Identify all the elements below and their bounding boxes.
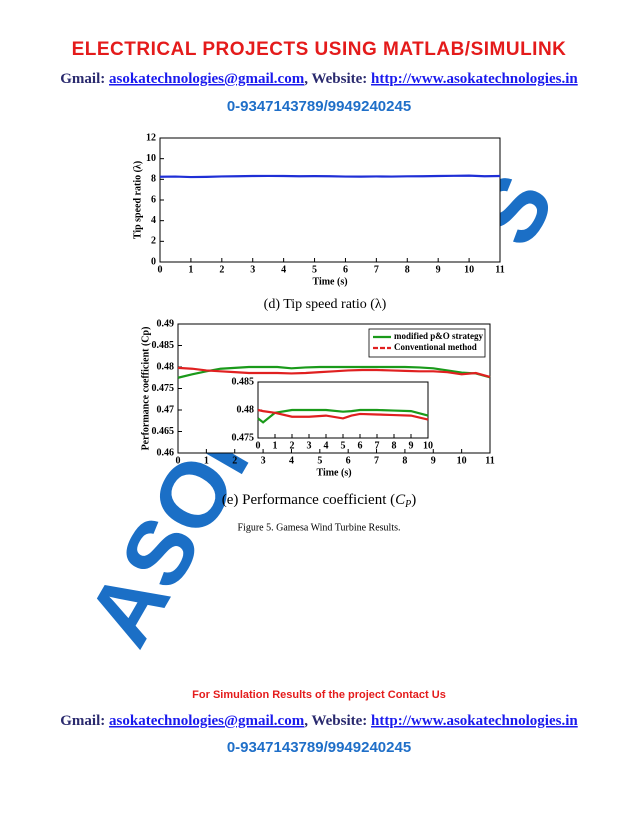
x-tick-label: 0 [256,440,261,451]
series-line [177,366,491,378]
x-tick-label: 7 [374,264,379,275]
x-tick-label: 5 [341,440,346,451]
y-tick-label: 0.47 [157,404,175,415]
footer-phone: 0-9347143789/9949240245 [227,739,411,756]
website-label: , Website: [304,713,371,729]
x-tick-label: 6 [343,264,348,275]
header-title: ELECTRICAL PROJECTS USING MATLAB/SIMULIN… [72,39,567,60]
x-tick-label: 4 [324,440,329,451]
y-tick-label: 8 [151,174,156,185]
y-tick-label: 0.48 [237,404,255,415]
x-tick-label: 8 [402,455,407,466]
x-tick-label: 10 [457,455,467,466]
x-axis-label: Time (s) [316,467,351,478]
x-tick-label: 1 [204,455,209,466]
website-link[interactable]: http://www.asokatechnologies.in [371,71,578,87]
y-tick-label: 10 [146,153,156,164]
x-tick-label: 0 [158,264,163,275]
y-tick-label: 0.465 [152,426,175,437]
x-tick-label: 0 [176,455,181,466]
footer-contact: Gmail: asokatechnologies@gmail.com, Webs… [60,713,578,729]
x-tick-label: 1 [273,440,278,451]
x-tick-label: 7 [375,440,380,451]
series-line [159,174,501,179]
x-tick-label: 9 [409,440,414,451]
header-phone: 0-9347143789/9949240245 [227,98,411,115]
x-tick-label: 8 [392,440,397,451]
x-tick-label: 2 [232,455,237,466]
y-tick-label: 6 [151,194,156,205]
x-tick-label: 10 [464,264,474,275]
x-tick-label: 3 [261,455,266,466]
caption-d: (d) Tip speed ratio (λ) [264,297,387,312]
y-tick-label: 0.485 [152,340,175,351]
x-tick-label: 6 [358,440,363,451]
x-tick-label: 9 [436,264,441,275]
email-link[interactable]: asokatechnologies@gmail.com [109,71,305,87]
x-tick-label: 11 [495,264,504,275]
legend-label: Conventional method [394,342,477,352]
series-line [177,365,491,379]
website-label: , Website: [304,71,371,87]
x-tick-label: 11 [485,455,494,466]
caption-e-subscript: P [404,499,411,510]
y-tick-label: 0.49 [157,318,175,329]
y-tick-label: 0.46 [157,447,175,458]
plot-area [159,137,501,263]
x-tick-label: 2 [219,264,224,275]
x-tick-label: 8 [405,264,410,275]
caption-e-text: (e) Performance coefficient ( [222,492,395,508]
x-tick-label: 3 [307,440,312,451]
x-axis-label: Time (s) [312,276,347,287]
x-tick-label: 4 [289,455,294,466]
x-tick-label: 3 [250,264,255,275]
figure-caption: Figure 5. Gamesa Wind Turbine Results. [237,522,400,533]
y-tick-label: 4 [151,215,156,226]
x-tick-label: 5 [317,455,322,466]
header-contact: Gmail: asokatechnologies@gmail.com, Webs… [60,71,578,87]
x-tick-label: 7 [374,455,379,466]
y-axis-label: Tip speed ratio (λ) [132,161,143,239]
legend-box [368,328,486,358]
x-tick-label: 6 [346,455,351,466]
caption-e-close: ) [411,492,416,508]
x-tick-label: 2 [290,440,295,451]
legend-label: modified p&O strategy [394,331,483,341]
footer-note: For Simulation Results of the project Co… [192,689,446,701]
x-tick-label: 5 [312,264,317,275]
y-tick-label: 0.475 [152,383,175,394]
y-tick-label: 0 [151,256,156,267]
x-tick-label: 10 [423,440,433,451]
website-link[interactable]: http://www.asokatechnologies.in [371,713,578,729]
y-tick-label: 12 [146,132,156,143]
series-line [257,408,429,421]
caption-e: (e) Performance coefficient (CP) [222,492,417,510]
gmail-label: Gmail: [60,713,109,729]
gmail-label: Gmail: [60,71,109,87]
x-tick-label: 1 [188,264,193,275]
x-tick-label: 4 [281,264,286,275]
x-tick-label: 9 [431,455,436,466]
y-tick-label: 0.485 [232,376,255,387]
y-tick-label: 0.475 [232,432,255,443]
caption-e-symbol: C [395,492,406,508]
y-tick-label: 2 [151,236,156,247]
y-tick-label: 0.48 [157,361,175,372]
y-axis-label: Performance coefficient (Cp) [140,327,151,451]
email-link[interactable]: asokatechnologies@gmail.com [109,713,305,729]
